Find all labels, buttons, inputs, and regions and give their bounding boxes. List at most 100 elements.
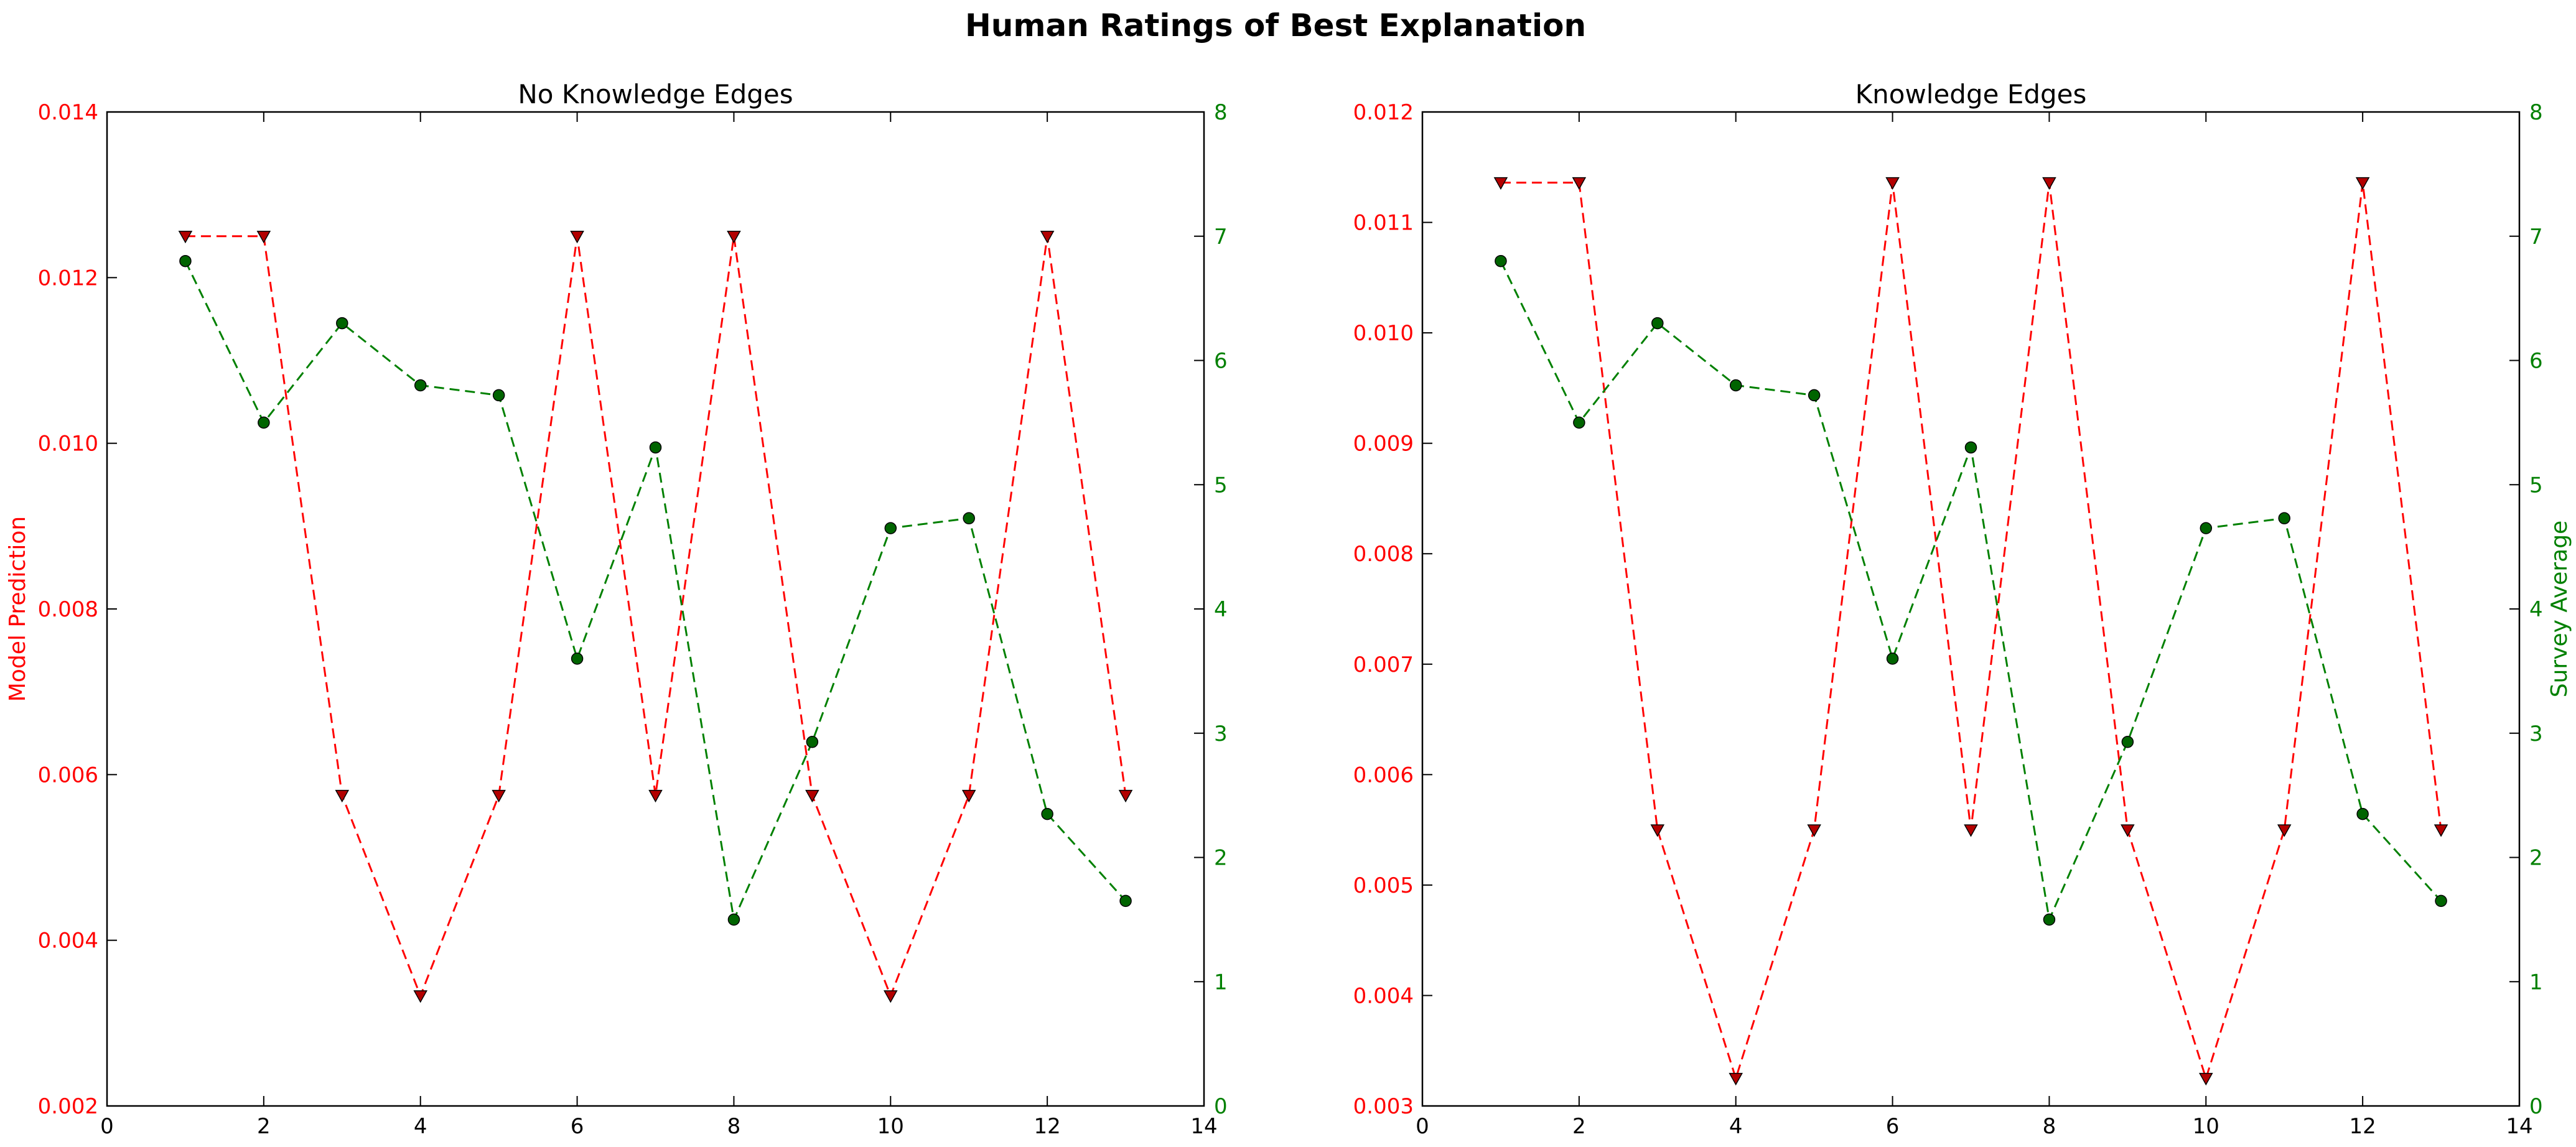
- x-tick-label: 0: [100, 1114, 114, 1139]
- survey-average-point: [806, 735, 819, 748]
- x-tick-label: 2: [1572, 1114, 1586, 1139]
- model-prediction-point: [2121, 824, 2135, 837]
- right-axis-label: Survey Average: [2547, 521, 2572, 698]
- left-y-tick-label: 0.012: [38, 266, 98, 290]
- model-prediction-point: [1040, 231, 1055, 244]
- right-y-tick-label: 3: [2529, 722, 2543, 746]
- left-y-tick-label: 0.007: [1353, 652, 1414, 677]
- right-y-tick-label: 5: [1214, 473, 1228, 498]
- survey-average-point: [492, 389, 505, 402]
- model-prediction-point: [1572, 177, 1587, 190]
- model-prediction-point: [1964, 824, 1978, 837]
- survey-average-point: [1041, 807, 1053, 820]
- model-prediction-point: [727, 231, 741, 244]
- right-y-tick-label: 8: [1214, 100, 1228, 125]
- model-prediction-point: [884, 990, 898, 1003]
- right-y-tick-label: 1: [2529, 970, 2543, 995]
- survey-average-point: [1119, 894, 1132, 908]
- model-prediction-point: [2199, 1072, 2213, 1086]
- x-tick-label: 6: [1886, 1114, 1900, 1139]
- left-y-tick-label: 0.008: [38, 597, 98, 622]
- survey-average-point: [1651, 317, 1664, 330]
- survey-average-point: [179, 254, 192, 267]
- right-y-tick-label: 2: [2529, 846, 2543, 871]
- survey-average-point: [1573, 416, 1585, 429]
- model-prediction-point: [1118, 789, 1133, 803]
- left-y-tick-label: 0.010: [1353, 321, 1414, 346]
- model-prediction-point: [2355, 177, 2370, 190]
- series-survey-average: [1495, 254, 2447, 926]
- left-y-tick-label: 0.003: [1353, 1094, 1414, 1119]
- left-y-tick-label: 0.010: [38, 432, 98, 457]
- survey-average-point: [2435, 894, 2447, 908]
- left-y-tick-label: 0.008: [1353, 542, 1414, 567]
- series-model-prediction: [178, 231, 1133, 1003]
- model-prediction-point: [570, 231, 584, 244]
- model-prediction-point: [805, 789, 819, 803]
- survey-average-point: [2121, 735, 2134, 748]
- survey-average-point: [1808, 389, 1821, 402]
- model-prediction-point: [648, 789, 663, 803]
- model-prediction-point: [335, 789, 350, 803]
- x-tick-label: 14: [1190, 1114, 1217, 1139]
- survey-average-point: [2356, 807, 2369, 820]
- x-tick-label: 10: [877, 1114, 904, 1139]
- left-y-tick-label: 0.005: [1353, 873, 1414, 898]
- left-y-tick-label: 0.011: [1353, 211, 1414, 236]
- left-y-tick-label: 0.004: [38, 929, 98, 954]
- series-survey-average: [179, 254, 1132, 926]
- left-axis-label: Model Prediction: [5, 516, 30, 702]
- right-y-tick-label: 7: [2529, 225, 2543, 249]
- chart-title: No Knowledge Edges: [518, 79, 793, 109]
- survey-average-point: [571, 652, 584, 665]
- model-prediction-point: [492, 789, 506, 803]
- survey-average-point: [727, 913, 740, 926]
- right-y-tick-label: 2: [1214, 846, 1228, 871]
- survey-average-point: [2043, 913, 2056, 926]
- survey-average-point: [414, 379, 427, 392]
- x-tick-label: 6: [571, 1114, 584, 1139]
- model-prediction-point: [1885, 177, 1900, 190]
- x-tick-label: 12: [2350, 1114, 2376, 1139]
- left-y-tick-label: 0.002: [38, 1094, 98, 1119]
- survey-average-point: [2200, 522, 2213, 534]
- model-prediction-point: [1650, 824, 1665, 837]
- right-y-tick-label: 4: [2529, 597, 2543, 622]
- survey-average-point: [1964, 441, 1977, 454]
- model-prediction-point: [2277, 824, 2292, 837]
- series-model-prediction: [1493, 177, 2448, 1086]
- model-prediction-point: [256, 231, 271, 244]
- x-tick-label: 8: [2043, 1114, 2056, 1139]
- model-prediction-point: [2434, 824, 2448, 837]
- survey-average-point: [1495, 254, 1507, 267]
- chart-title: Knowledge Edges: [1855, 79, 2087, 109]
- x-tick-label: 4: [414, 1114, 427, 1139]
- right-y-tick-label: 6: [1214, 349, 1228, 374]
- left-y-tick-label: 0.006: [1353, 763, 1414, 787]
- survey-average-point: [258, 416, 270, 429]
- model-prediction-point: [961, 789, 976, 803]
- right-y-tick-label: 4: [1214, 597, 1228, 622]
- x-tick-label: 4: [1729, 1114, 1743, 1139]
- survey-average-point: [649, 441, 662, 454]
- survey-average-point: [1886, 652, 1899, 665]
- right-y-tick-label: 0: [2529, 1094, 2543, 1119]
- model-prediction-point: [2042, 177, 2056, 190]
- left-y-tick-label: 0.009: [1353, 432, 1414, 457]
- model-prediction-point: [178, 231, 193, 244]
- right-y-tick-label: 7: [1214, 225, 1228, 249]
- right-y-tick-label: 5: [2529, 473, 2543, 498]
- left-y-tick-label: 0.004: [1353, 983, 1414, 1008]
- model-prediction-point: [1807, 824, 1821, 837]
- survey-average-point: [336, 317, 348, 330]
- x-tick-label: 8: [727, 1114, 741, 1139]
- x-tick-label: 10: [2193, 1114, 2219, 1139]
- right-y-tick-label: 3: [1214, 722, 1228, 746]
- right-y-tick-label: 8: [2529, 100, 2543, 125]
- survey-average-point: [2278, 512, 2290, 524]
- x-tick-label: 2: [257, 1114, 271, 1139]
